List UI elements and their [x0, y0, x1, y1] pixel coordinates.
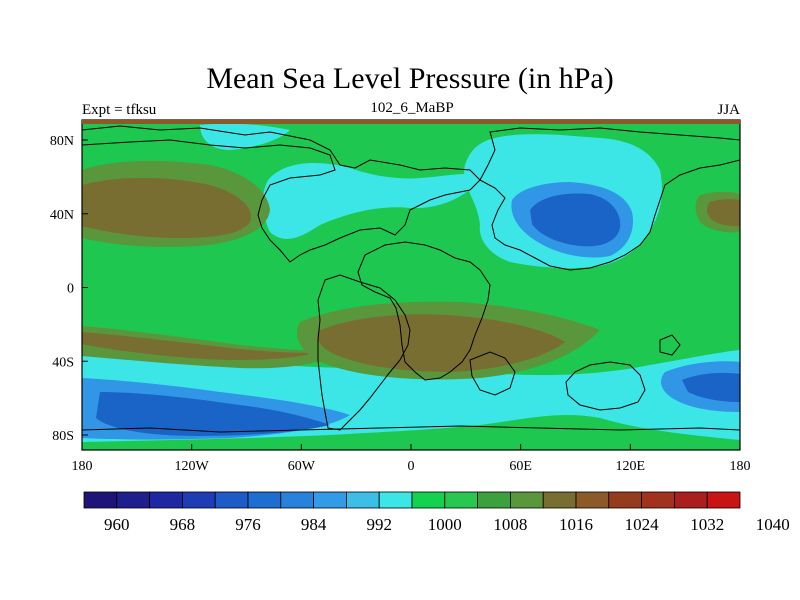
coast-south-america — [317, 274, 411, 431]
colorbar-label: 968 — [170, 515, 196, 534]
x-tick-label: 180 — [72, 459, 93, 474]
field-blue-southern-core-east — [682, 372, 740, 402]
colorbar-swatch — [247, 491, 282, 509]
map-top-edge-band — [82, 120, 740, 124]
colorbar-swatch — [313, 491, 347, 509]
map-title: Mean Sea Level Pressure (in hPa) — [206, 62, 613, 95]
coastlines — [82, 125, 740, 433]
colorbar-swatch — [542, 491, 577, 509]
field-brown-east-pacific — [707, 199, 740, 227]
field-cyan-north-atlantic — [262, 163, 480, 239]
experiment-label: Expt = tfksu — [82, 102, 157, 118]
coast-antarctica — [82, 425, 740, 433]
colorbar-label: 1000 — [428, 515, 462, 534]
colorbar-label: 976 — [235, 515, 261, 534]
colorbar-label: 1008 — [493, 515, 527, 534]
coast-indian-land — [469, 351, 516, 396]
field-blue-asia-core — [530, 193, 621, 247]
y-tick-label: 0 — [67, 282, 74, 297]
x-axis: 180 120W 60W 0 60E 120E 180 — [72, 444, 751, 474]
colorbar-swatch — [444, 491, 478, 509]
coast-eurasia — [479, 127, 740, 271]
field-blue-southern-core-west — [96, 392, 330, 436]
coast-north-america — [82, 125, 481, 263]
colorbar-swatch — [706, 491, 741, 509]
colorbar-swatch — [149, 491, 183, 509]
y-tick-label: 80S — [52, 429, 74, 444]
colorbar-label: 960 — [104, 515, 130, 534]
colorbar-swatch — [477, 491, 511, 509]
colorbar-swatch — [411, 491, 446, 509]
colorbar-swatch — [608, 491, 642, 509]
coast-africa — [357, 241, 491, 381]
colorbar-swatch — [378, 491, 413, 509]
colorbar-swatch — [641, 491, 675, 509]
field-brown-south-pacific — [82, 332, 320, 360]
colorbar-label: 1040 — [756, 515, 790, 534]
colorbar-swatch — [509, 491, 544, 509]
colorbar-label: 1016 — [559, 515, 593, 534]
colorbar-swatch — [575, 491, 610, 509]
y-tick-label: 40S — [52, 355, 74, 370]
season-label: JJA — [717, 102, 740, 118]
x-tick-label: 180 — [730, 459, 751, 474]
colorbar-swatch — [116, 491, 151, 509]
colorbar-swatch — [181, 491, 216, 509]
colorbar-label: 1032 — [690, 515, 724, 534]
x-tick-label: 60W — [288, 459, 316, 474]
colorbar: 960 968 976 984 992 1000 1008 1016 1024 1032 1040 — [83, 491, 790, 534]
y-tick-label: 40N — [50, 208, 74, 223]
y-axis: 80N 40N 0 40S 80S — [50, 134, 88, 444]
colorbar-swatch — [280, 491, 314, 509]
field-cyan-tropic-pacific — [200, 123, 290, 150]
map-field — [82, 120, 740, 450]
coast-australia — [565, 361, 646, 411]
colorbar-swatch — [214, 491, 249, 509]
x-tick-label: 0 — [408, 459, 415, 474]
colorbar-swatch — [345, 491, 380, 509]
x-tick-label: 120E — [616, 459, 646, 474]
y-tick-label: 80N — [50, 134, 74, 149]
colorbar-label: 992 — [366, 515, 392, 534]
colorbar-swatch — [674, 491, 708, 509]
x-tick-label: 60E — [509, 459, 532, 474]
colorbar-label: 984 — [301, 515, 327, 534]
colorbar-swatch — [83, 491, 118, 509]
x-tick-label: 120W — [175, 459, 210, 474]
colorbar-label: 1024 — [625, 515, 660, 534]
field-brown-north-pacific — [82, 177, 251, 238]
run-label: 102_6_MaBP — [370, 100, 453, 116]
coast-east-asia-island — [659, 334, 681, 356]
